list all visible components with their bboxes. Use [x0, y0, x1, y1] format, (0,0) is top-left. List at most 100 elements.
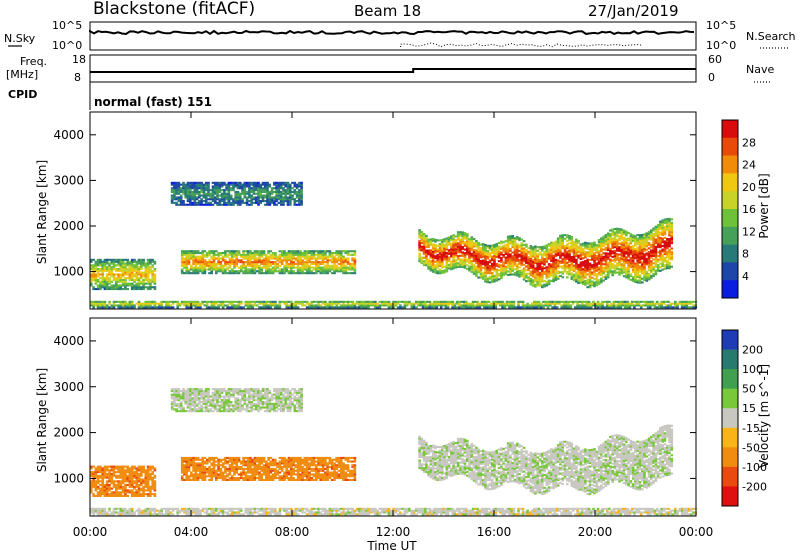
power-cell — [630, 304, 634, 307]
velocity-cell — [103, 511, 107, 514]
power-cell — [618, 268, 621, 271]
power-cell — [488, 281, 492, 284]
power-cell — [289, 190, 292, 193]
power-cell — [649, 302, 652, 305]
power-cell — [481, 254, 485, 257]
power-cell — [470, 263, 474, 266]
power-cell — [561, 272, 564, 275]
power-cell — [418, 260, 421, 263]
power-cell — [185, 266, 188, 269]
power-cell — [173, 183, 176, 186]
power-cell — [604, 241, 608, 244]
power-cell — [645, 241, 649, 244]
power-cell — [459, 231, 462, 234]
power-cell — [285, 300, 288, 303]
velocity-cell — [130, 513, 134, 516]
power-cell — [654, 254, 658, 257]
power-cell — [217, 306, 220, 309]
power-cell — [219, 266, 223, 269]
power-cell — [252, 196, 256, 199]
power-cell — [146, 262, 150, 265]
power-cell — [447, 252, 451, 255]
velocity-cell — [99, 507, 102, 510]
power-cell — [292, 272, 295, 275]
power-cell — [552, 258, 555, 261]
power-cell — [534, 283, 537, 286]
power-cell — [298, 190, 301, 193]
power-cell — [112, 284, 116, 287]
power-cell — [497, 247, 501, 250]
power-cell — [463, 261, 467, 264]
power-cell — [299, 300, 302, 303]
power-cell — [485, 304, 488, 307]
power-cell — [110, 266, 114, 269]
power-cell — [475, 272, 478, 275]
power-cell — [620, 230, 624, 233]
power-cell — [577, 280, 580, 283]
power-cell — [387, 302, 391, 305]
power-cell — [203, 300, 207, 303]
power-cell — [269, 270, 273, 273]
power-cell — [353, 272, 357, 275]
power-cell — [427, 267, 430, 270]
power-cell — [518, 249, 521, 252]
power-cell — [346, 304, 350, 307]
power-cell — [293, 192, 297, 195]
power-cell — [563, 261, 567, 264]
power-cell — [486, 250, 489, 253]
power-cell — [210, 268, 213, 271]
power-cell — [218, 203, 222, 206]
power-cell — [308, 266, 311, 269]
power-cell — [140, 258, 143, 261]
power-cell — [330, 252, 334, 255]
power-cell — [262, 300, 266, 303]
power-cell — [456, 249, 460, 252]
power-cell — [654, 234, 658, 237]
power-cell — [305, 264, 309, 267]
power-cell — [566, 236, 569, 239]
power-cell — [595, 245, 599, 248]
power-cell — [187, 270, 191, 273]
power-cell — [647, 251, 651, 254]
power-cell — [431, 254, 435, 257]
power-cell — [484, 267, 487, 270]
power-cell — [461, 260, 464, 263]
power-cell — [529, 256, 533, 259]
power-cell — [230, 300, 234, 303]
power-cell — [581, 253, 585, 256]
power-cell — [293, 181, 297, 184]
power-cell — [153, 302, 157, 305]
power-cell — [668, 241, 671, 244]
power-cell — [305, 306, 309, 309]
power-cell — [230, 255, 234, 258]
power-cell — [353, 268, 357, 271]
power-cell — [643, 271, 646, 274]
power-cell — [484, 260, 487, 263]
power-cell — [112, 260, 116, 263]
power-cell — [481, 252, 485, 255]
power-cell — [572, 268, 576, 271]
power-cell — [502, 266, 505, 269]
power-cell — [625, 239, 628, 242]
power-cell — [529, 259, 533, 262]
power-cell — [593, 254, 596, 257]
power-cell — [431, 257, 435, 260]
power-cell — [233, 261, 236, 264]
power-cell — [342, 300, 345, 303]
power-cell — [289, 187, 292, 190]
power-cell — [634, 279, 637, 282]
power-cell — [182, 187, 185, 190]
power-cell — [303, 262, 307, 265]
power-cell — [491, 279, 494, 282]
power-cell — [511, 258, 514, 261]
power-colorbar-tick: 28 — [742, 136, 756, 149]
power-cell — [545, 268, 549, 271]
power-cell — [103, 268, 107, 271]
power-cell — [228, 302, 232, 305]
power-cell — [137, 262, 141, 265]
power-cell — [627, 273, 630, 276]
power-cell — [119, 275, 123, 278]
power-cell — [337, 270, 341, 273]
power-cell — [674, 304, 677, 307]
power-cell — [645, 237, 649, 240]
